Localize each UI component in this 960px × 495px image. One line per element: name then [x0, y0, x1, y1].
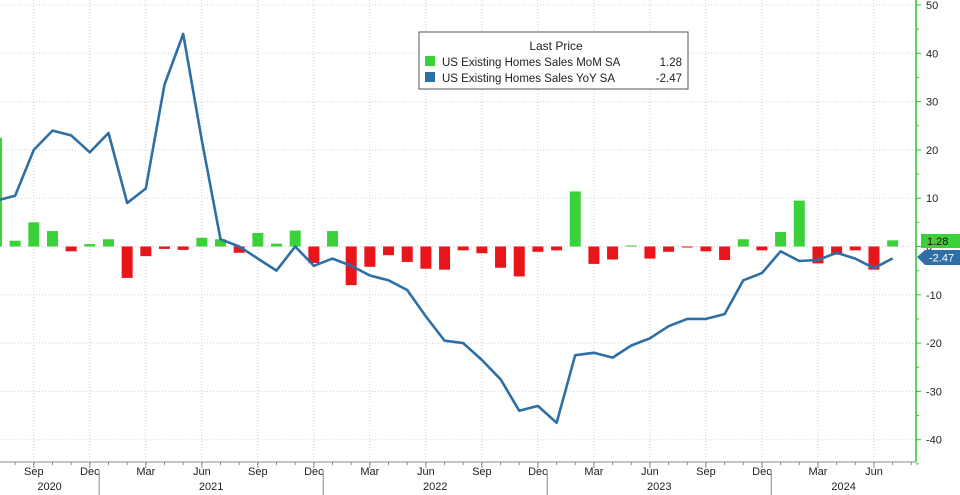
mom-bar	[644, 246, 656, 259]
mom-bar	[140, 246, 152, 257]
mom-bar	[812, 246, 824, 264]
y-tick-label: 20	[926, 145, 938, 157]
x-tick-label: Sep	[472, 466, 492, 478]
mom-bar	[327, 231, 339, 247]
last-value-badges: 1.28 -2.47	[917, 234, 960, 265]
mom-bar	[756, 246, 768, 251]
badge-mom-value: 1.28	[927, 236, 948, 248]
y-tick-label: 40	[926, 48, 938, 60]
x-tick-label: Jun	[193, 466, 211, 478]
legend-swatch-mom	[425, 56, 435, 66]
y-tick-label: -10	[926, 290, 942, 302]
mom-bar	[737, 239, 749, 247]
y-tick-label: -20	[926, 338, 942, 350]
legend-box	[418, 31, 689, 90]
mom-bar	[159, 246, 170, 249]
mom-bars	[0, 137, 899, 286]
legend-value-yoy: -2.47	[656, 73, 682, 85]
mom-bar	[625, 245, 637, 247]
mom-bar	[831, 246, 843, 255]
mom-bar	[495, 246, 507, 268]
mom-bar	[457, 246, 469, 251]
x-tick-label: Sep	[248, 466, 268, 478]
mom-bar	[793, 200, 805, 247]
mom-bar	[849, 246, 861, 251]
mom-bar	[65, 246, 77, 252]
mom-bar	[476, 246, 488, 254]
x-tick-label: Jun	[865, 466, 883, 478]
mom-bar	[681, 246, 693, 248]
y-tick-label: -40	[926, 435, 942, 447]
mom-bar	[513, 246, 525, 277]
x-tick-label: Mar	[808, 466, 827, 478]
mom-bar	[271, 243, 283, 247]
y-tick-label: -30	[926, 386, 942, 398]
legend-value-mom: 1.28	[660, 57, 682, 69]
legend-swatch-yoy	[425, 72, 435, 82]
mom-bar	[289, 230, 301, 247]
mom-bar	[84, 244, 96, 247]
gridlines	[0, 0, 916, 462]
mom-bar	[420, 246, 432, 269]
mom-bar	[233, 246, 245, 253]
legend-label-yoy: US Existing Homes Sales YoY SA	[442, 73, 615, 85]
year-label: 2023	[647, 481, 671, 493]
mom-bar	[607, 246, 619, 260]
x-tick-label: Dec	[752, 466, 772, 478]
y-axis: 50403020100-10-20-30-40	[915, 0, 942, 465]
badge-yoy-value: -2.47	[929, 253, 954, 265]
yoy-line	[0, 32, 894, 425]
x-axis: Sep Dec Mar Jun Sep Dec Mar Jun Sep Dec Mar Jun Sep D…	[0, 461, 916, 495]
mom-bar	[439, 246, 451, 270]
year-label: 2021	[199, 481, 223, 493]
year-label: 2024	[831, 481, 855, 493]
badge-yoy-background	[917, 250, 960, 265]
mom-bar	[9, 240, 21, 247]
y-tick-label: 30	[926, 97, 938, 109]
mom-bar	[887, 240, 899, 247]
mom-bar	[46, 231, 58, 247]
x-tick-label: Mar	[584, 466, 603, 478]
legend-title: Last Price	[529, 39, 583, 53]
mom-bar	[252, 232, 264, 247]
legend-label-mom: US Existing Homes Sales MoM SA	[442, 57, 621, 69]
year-label: 2022	[423, 481, 447, 493]
mom-bar	[177, 246, 189, 250]
mom-bar	[383, 246, 395, 256]
mom-bar	[196, 237, 208, 247]
mom-bar	[215, 239, 227, 247]
x-tick-label: Dec	[528, 466, 548, 478]
x-tick-label: Mar	[360, 466, 379, 478]
yoy-line-layer	[0, 32, 894, 425]
mom-bar	[551, 246, 563, 251]
mom-bar	[532, 246, 544, 252]
mom-bar	[102, 239, 114, 247]
legend: Last Price US Existing Homes Sales MoM S…	[418, 31, 689, 90]
x-tick-label: Sep	[24, 466, 44, 478]
mom-bar	[588, 246, 600, 264]
mom-bar	[308, 246, 320, 263]
badge-mom-background	[921, 234, 960, 248]
mom-bar	[0, 137, 2, 247]
y-tick-label: 10	[926, 193, 938, 205]
mom-bar	[663, 246, 675, 252]
x-tick-label: Jun	[641, 466, 659, 478]
mom-bar	[401, 246, 413, 262]
mom-bar	[719, 246, 731, 261]
x-tick-label: Sep	[696, 466, 716, 478]
mom-bar	[121, 246, 133, 278]
mom-bar	[28, 222, 40, 247]
mom-bar	[569, 191, 581, 247]
mom-bar	[775, 232, 787, 247]
mom-bar	[700, 246, 712, 252]
x-tick-label: Mar	[136, 466, 155, 478]
mom-bar	[364, 246, 376, 267]
year-label: 2020	[37, 481, 61, 493]
y-tick-label: 50	[926, 0, 938, 12]
x-tick-label: Dec	[304, 466, 324, 478]
x-tick-label: Dec	[80, 466, 100, 478]
mom-bar	[868, 246, 880, 270]
x-tick-label: Jun	[417, 466, 435, 478]
